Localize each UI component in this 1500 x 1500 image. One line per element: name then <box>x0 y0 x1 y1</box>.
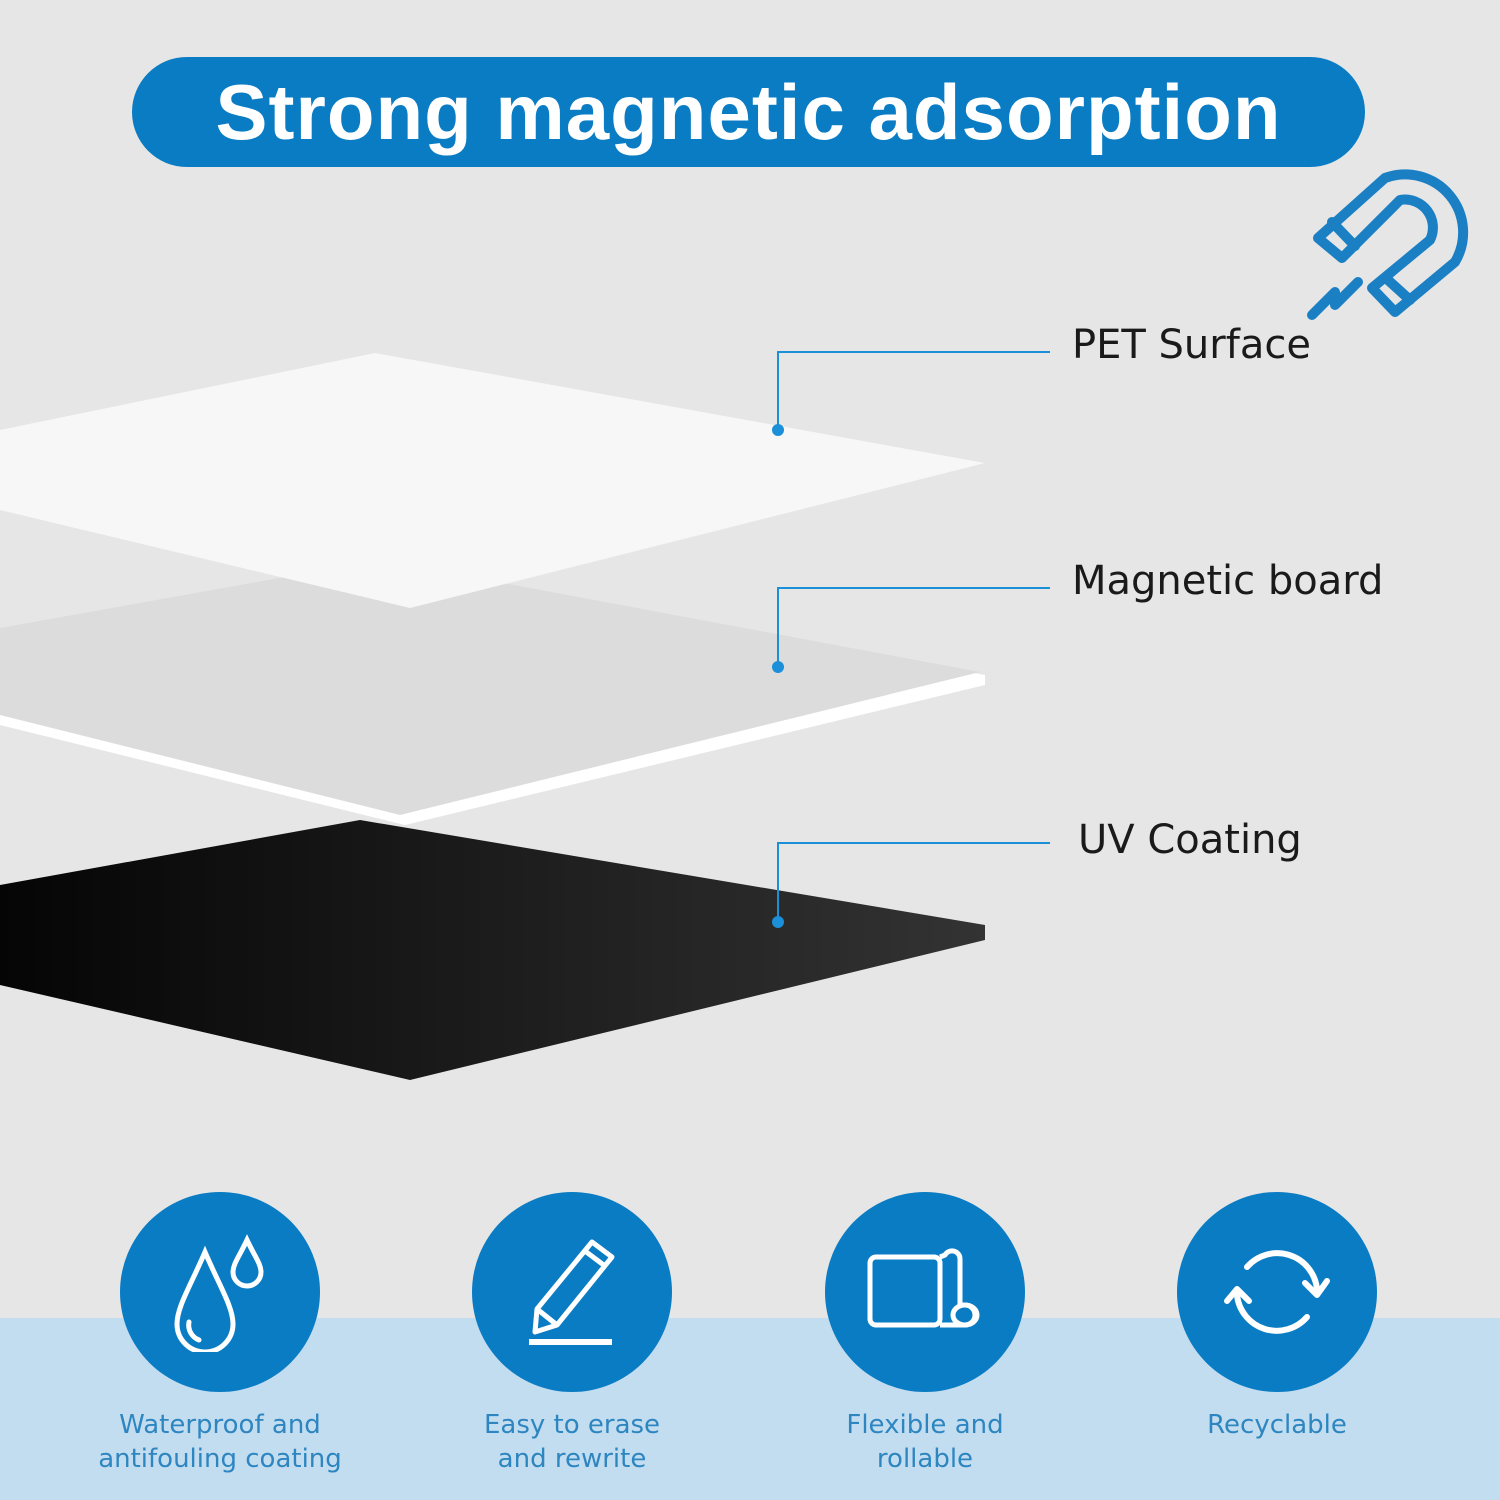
layer-label-uv: UV Coating <box>1078 817 1302 863</box>
feature-text: Flexible and <box>846 1410 1004 1440</box>
callout-dot <box>772 916 784 928</box>
feature-flexible: Flexible and rollable <box>775 1192 1075 1476</box>
feature-text: and rewrite <box>497 1444 647 1474</box>
magnet-icon <box>1307 169 1469 320</box>
pencil-icon <box>529 1239 615 1345</box>
feature-text: Easy to erase <box>483 1410 661 1440</box>
callout-dot <box>772 661 784 673</box>
feature-waterproof: Waterproof and antifouling coating <box>70 1192 370 1476</box>
roll-icon <box>867 1248 980 1328</box>
feature-erase: Easy to erase and rewrite <box>422 1192 722 1476</box>
recycle-icon <box>1224 1250 1330 1334</box>
page-title: Strong magnetic adsorption <box>132 57 1365 167</box>
feature-text: rollable <box>876 1444 974 1474</box>
feature-text: antifouling coating <box>98 1444 342 1474</box>
uv-coating-layer <box>0 820 985 1080</box>
layer-label-magnetic: Magnetic board <box>1072 558 1384 604</box>
layer-label-pet: PET Surface <box>1072 322 1311 368</box>
pet-surface-layer <box>0 353 985 608</box>
callout-dot <box>772 424 784 436</box>
feature-text: Waterproof and <box>119 1410 321 1440</box>
feature-text: Recyclable <box>1207 1410 1347 1440</box>
water-drop-icon <box>174 1234 264 1352</box>
feature-recyclable: Recyclable <box>1127 1192 1427 1442</box>
callout-lines <box>777 351 1050 922</box>
